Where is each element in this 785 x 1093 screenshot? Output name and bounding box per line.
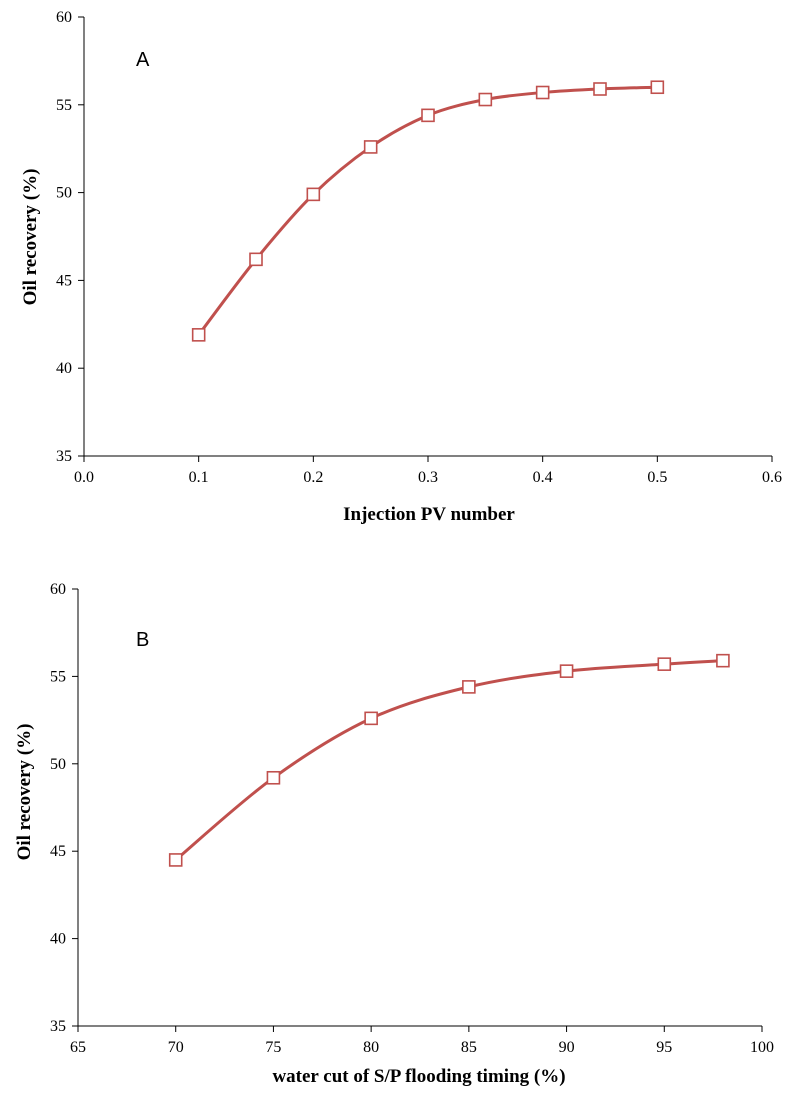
chart-b-data-point bbox=[657, 657, 672, 671]
chart-a-y-tick-label: 55 bbox=[56, 97, 72, 114]
chart-a-markers bbox=[191, 80, 665, 342]
chart-b-y-tick-label: 60 bbox=[50, 581, 66, 598]
chart-b-data-point bbox=[266, 770, 281, 785]
chart-a-data-point bbox=[593, 82, 607, 96]
chart-a-y-tick-label: 50 bbox=[56, 185, 72, 202]
chart-panel-b: 65 70 75 80 85 90 95 100 35 40 45 50 55 60 B water c… bbox=[14, 581, 774, 1087]
chart-b-data-point bbox=[559, 664, 574, 678]
chart-b-x-tick-label: 95 bbox=[656, 1039, 672, 1056]
chart-b-x-ticks: 65 70 75 80 85 90 95 100 bbox=[70, 1026, 774, 1056]
chart-a-x-tick-label: 0.2 bbox=[303, 469, 323, 486]
chart-a-data-point bbox=[249, 252, 263, 267]
chart-a-series-line bbox=[197, 85, 659, 337]
chart-a-x-tick-label: 0.6 bbox=[762, 469, 782, 486]
chart-b-axes bbox=[77, 589, 762, 1027]
chart-b-x-tick-label: 75 bbox=[265, 1039, 281, 1056]
chart-b-x-tick-label: 100 bbox=[750, 1039, 774, 1056]
chart-a-data-point bbox=[363, 140, 378, 154]
chart-b-panel-label: B bbox=[136, 629, 149, 651]
chart-a-x-tick-label: 0.5 bbox=[647, 469, 667, 486]
chart-b-y-ticks: 35 40 45 50 55 60 bbox=[50, 581, 78, 1035]
chart-a-panel-label: A bbox=[136, 49, 150, 71]
chart-b-data-point bbox=[716, 653, 730, 668]
chart-b-series-line bbox=[174, 659, 725, 862]
chart-a-x-tick-label: 0.0 bbox=[74, 469, 94, 486]
chart-a-y-tick-label: 40 bbox=[56, 360, 72, 377]
chart-b-y-tick-label: 55 bbox=[50, 668, 66, 685]
chart-a-y-axis-title: Oil recovery (%) bbox=[20, 169, 41, 306]
chart-b-x-axis-title: water cut of S/P flooding timing (%) bbox=[272, 1066, 565, 1087]
chart-b-x-tick-label: 85 bbox=[461, 1039, 477, 1056]
chart-b-y-tick-label: 40 bbox=[50, 931, 66, 948]
chart-a-data-point bbox=[478, 92, 493, 107]
chart-a-series bbox=[197, 85, 659, 337]
chart-a-y-tick-label: 35 bbox=[56, 448, 72, 465]
chart-a-y-tick-label: 45 bbox=[56, 272, 72, 289]
chart-b-y-tick-label: 35 bbox=[50, 1018, 66, 1035]
chart-a-axes bbox=[83, 17, 772, 457]
chart-a-y-ticks: 35 40 45 50 55 60 bbox=[56, 9, 84, 465]
chart-b-data-point bbox=[168, 853, 183, 867]
chart-b-data-point bbox=[364, 711, 378, 726]
chart-b-x-tick-label: 70 bbox=[168, 1039, 184, 1056]
chart-a-data-point bbox=[306, 187, 321, 202]
chart-a-data-point bbox=[191, 328, 206, 342]
chart-b-series bbox=[174, 659, 725, 862]
chart-a-data-point bbox=[421, 108, 435, 123]
chart-b-y-axis-title: Oil recovery (%) bbox=[14, 724, 35, 861]
chart-b-x-tick-label: 65 bbox=[70, 1039, 86, 1056]
chart-a-x-axis-title: Injection PV number bbox=[343, 504, 515, 525]
chart-b-x-tick-label: 90 bbox=[559, 1039, 575, 1056]
chart-a-x-tick-label: 0.4 bbox=[533, 469, 553, 486]
chart-b-x-tick-label: 80 bbox=[363, 1039, 379, 1056]
chart-a-x-ticks: 0.0 0.1 0.2 0.3 0.4 0.5 0.6 bbox=[74, 456, 782, 486]
chart-a-x-tick-label: 0.3 bbox=[418, 469, 438, 486]
chart-a-y-tick-label: 60 bbox=[56, 9, 72, 26]
chart-b-data-point bbox=[462, 680, 476, 694]
chart-a-data-point bbox=[650, 80, 665, 95]
chart-b-y-tick-label: 50 bbox=[50, 756, 66, 773]
chart-a-x-tick-label: 0.1 bbox=[189, 469, 209, 486]
chart-a-data-point bbox=[535, 85, 550, 100]
chart-b-y-tick-label: 45 bbox=[50, 843, 66, 860]
chart-b-markers bbox=[168, 653, 730, 867]
chart-panel-a: 0.0 0.1 0.2 0.3 0.4 0.5 0.6 35 40 45 50 55 60 A Inj… bbox=[20, 9, 782, 525]
